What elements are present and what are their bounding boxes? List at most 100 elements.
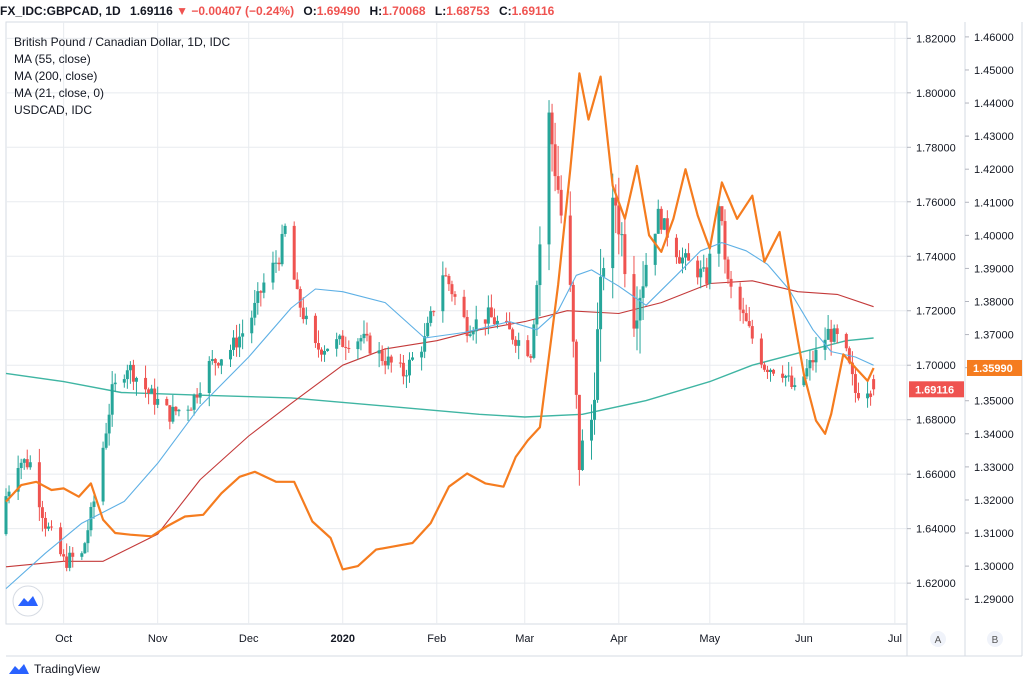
last-price: 1.69116 — [130, 4, 173, 18]
candle-body — [465, 316, 469, 336]
y-tick-label-b: 1.39000 — [974, 263, 1014, 275]
candle-body — [40, 507, 44, 518]
candle-body — [356, 341, 360, 350]
candle-body — [550, 112, 554, 145]
candle-body — [7, 491, 11, 497]
candle-body — [25, 459, 29, 468]
y-tick-label-a: 1.74000 — [916, 251, 956, 263]
close-value: 1.69116 — [511, 4, 555, 18]
candle-body — [377, 350, 381, 354]
candle-body — [150, 388, 154, 394]
candle-body — [856, 392, 860, 399]
candle-body — [404, 375, 408, 377]
candle-body — [765, 369, 769, 373]
x-tick-label: Jul — [888, 633, 902, 645]
candle-body — [705, 267, 709, 284]
candle-body — [198, 392, 202, 398]
legend-usdcad[interactable]: USDCAD, IDC — [14, 103, 93, 117]
legend-ma200[interactable]: MA (200, close) — [14, 69, 98, 83]
candle-body — [829, 328, 833, 342]
candle-body — [729, 278, 733, 287]
candle-body — [16, 468, 20, 492]
tradingview-logo-icon[interactable] — [12, 585, 44, 617]
open-value: 1.69490 — [316, 4, 361, 18]
plot-area — [5, 21, 908, 625]
axis-a-button[interactable]: A — [930, 631, 946, 647]
candle-body — [316, 343, 320, 350]
last-price-tag-label: 1.69116 — [915, 384, 954, 396]
chart-grid — [5, 21, 908, 625]
candle-body — [46, 526, 50, 529]
x-tick-label: Dec — [239, 633, 259, 645]
axis-b-button[interactable]: B — [987, 631, 1003, 647]
candle-body — [623, 234, 627, 275]
candle-body — [708, 253, 712, 284]
candle-body — [171, 406, 175, 422]
footer-branding: TradingView — [8, 661, 100, 677]
candle-body — [450, 284, 454, 295]
candle-body — [750, 326, 754, 339]
ma200-line — [5, 280, 874, 568]
candle-body — [677, 257, 681, 264]
candle-body — [68, 552, 72, 568]
y-tick-label-a: 1.72000 — [916, 306, 956, 318]
candle-body — [153, 388, 157, 405]
candle-body — [811, 360, 815, 363]
candle-body — [532, 324, 536, 358]
candle-body — [131, 364, 135, 382]
candle-body — [177, 409, 181, 412]
legend-ma21[interactable]: MA (21, close, 0) — [14, 86, 105, 100]
candle-body — [832, 328, 836, 342]
x-tick-label: Mar — [515, 633, 534, 645]
candle-body — [684, 253, 688, 258]
brand-name[interactable]: TradingView — [34, 662, 101, 676]
chart-legend: British Pound / Canadian Dollar, 1D, IDC… — [14, 34, 230, 119]
candle-body — [195, 394, 199, 398]
candle-body — [241, 333, 245, 337]
y-tick-label-a: 1.62000 — [916, 578, 956, 590]
candle-body — [674, 237, 678, 258]
candle-body — [793, 385, 797, 387]
legend-main-series[interactable]: British Pound / Canadian Dollar, 1D, IDC — [14, 35, 231, 49]
candle-body — [784, 375, 788, 378]
candle-body — [295, 279, 299, 289]
candle-body — [207, 360, 211, 393]
candle-body — [113, 382, 117, 385]
candle-body — [253, 302, 257, 318]
candle-body — [423, 336, 427, 352]
candle-body — [687, 253, 691, 261]
ma21-line — [5, 337, 874, 418]
candle-body — [144, 377, 148, 390]
candle-body — [790, 375, 794, 387]
candle-body — [768, 369, 772, 373]
candle-body — [28, 462, 32, 468]
symbol-title[interactable]: FX_IDC:GBPCAD, 1D — [0, 4, 121, 18]
candle-body — [556, 176, 560, 190]
candle-body — [702, 267, 706, 269]
candle-body — [101, 447, 105, 502]
candle-body — [517, 340, 521, 346]
candle-body — [335, 339, 339, 349]
candle-body — [696, 260, 700, 278]
x-tick-label: May — [699, 633, 720, 645]
legend-ma55[interactable]: MA (55, close) — [14, 52, 91, 66]
candle-body — [274, 262, 278, 264]
candle-body — [259, 291, 263, 293]
y-tick-label-b: 1.34000 — [974, 429, 1014, 441]
candle-body — [441, 275, 445, 312]
candle-body — [4, 496, 8, 535]
candle-body — [420, 351, 424, 358]
ma55-line — [5, 242, 874, 590]
candle-body — [104, 433, 108, 448]
candle-body — [747, 321, 751, 327]
candle-body — [110, 384, 114, 415]
x-tick-label: Nov — [148, 633, 168, 645]
y-tick-label-a: 1.82000 — [916, 33, 956, 45]
candle-body — [216, 363, 220, 366]
candle-body — [772, 369, 776, 374]
usdcad-line — [5, 72, 875, 571]
candle-body — [508, 322, 512, 330]
candle-body — [568, 215, 572, 285]
candle-body — [192, 394, 196, 410]
